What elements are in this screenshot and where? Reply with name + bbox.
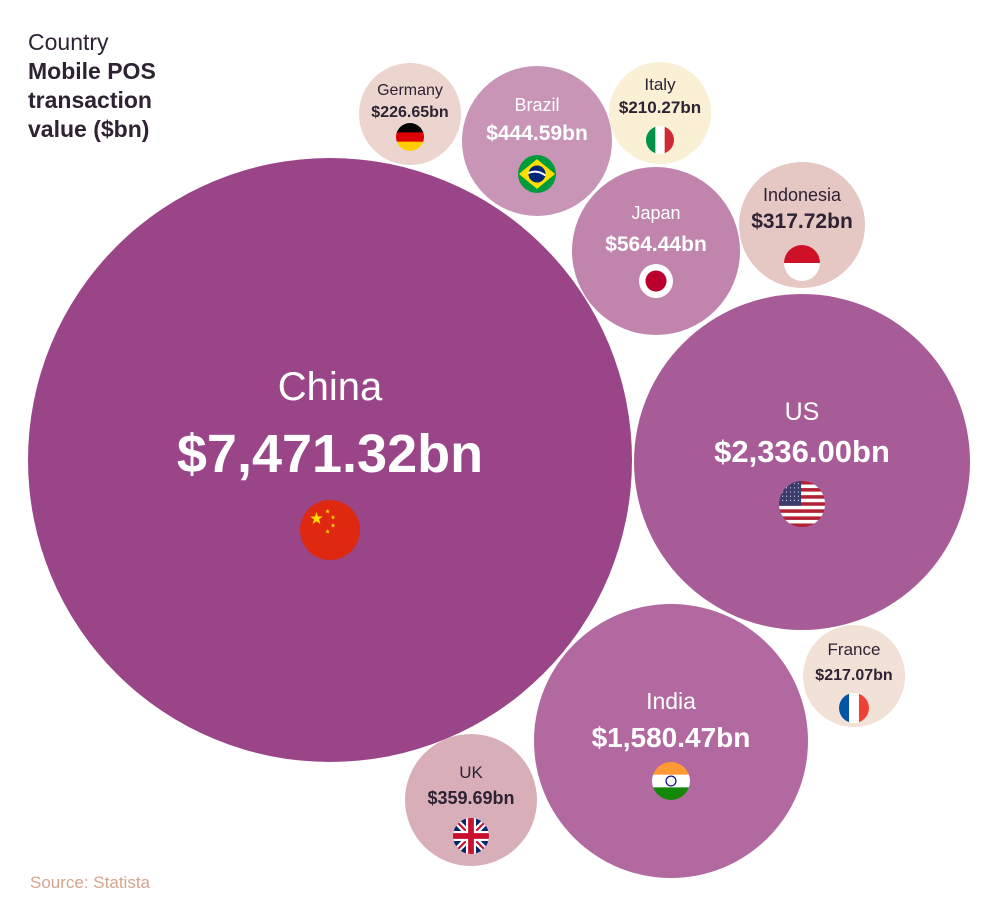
bubble-circle-france	[803, 625, 905, 727]
bubble-china: China $7,471.32bn	[28, 158, 632, 762]
bubble-circle-us	[634, 294, 970, 630]
japan-flag-icon	[639, 264, 673, 298]
bubble-value-china: $7,471.32bn	[177, 424, 483, 484]
bubble-value-uk: $359.69bn	[427, 788, 514, 808]
bubble-india: India $1,580.47bn	[534, 604, 808, 878]
bubble-label-uk: UK	[459, 763, 483, 782]
france-flag-icon	[839, 693, 869, 723]
bubble-value-us: $2,336.00bn	[714, 434, 890, 469]
indonesia-flag-icon	[784, 245, 820, 281]
bubble-label-germany: Germany	[377, 82, 443, 99]
bubble-brazil: Brazil $444.59bn	[462, 66, 612, 216]
bubble-label-indonesia: Indonesia	[763, 185, 842, 205]
bubble-value-germany: $226.65bn	[371, 104, 448, 121]
legend-main-title: Mobile POS transaction value ($bn)	[28, 58, 156, 142]
bubble-label-china: China	[278, 365, 383, 409]
bubble-value-japan: $564.44bn	[605, 233, 707, 256]
bubble-value-india: $1,580.47bn	[592, 722, 751, 753]
italy-flag-icon	[646, 126, 674, 154]
bubble-circle-japan	[572, 167, 740, 335]
bubble-circle-italy	[609, 62, 711, 164]
bubble-label-brazil: Brazil	[514, 95, 559, 115]
germany-flag-icon	[396, 123, 424, 151]
bubble-label-us: US	[785, 398, 820, 426]
legend-subtitle: Country	[28, 29, 109, 55]
legend-title: Country Mobile POS transaction value ($b…	[28, 28, 208, 144]
bubble-uk: UK $359.69bn	[405, 734, 537, 866]
bubble-france: France $217.07bn	[803, 625, 905, 727]
bubble-circle-germany	[359, 63, 461, 165]
bubble-circle-china	[28, 158, 632, 762]
china-flag-icon	[300, 500, 360, 560]
bubble-circle-india	[534, 604, 808, 878]
bubble-value-france: $217.07bn	[815, 667, 892, 684]
bubble-value-brazil: $444.59bn	[486, 122, 588, 145]
bubble-us: US $2,336.00bn	[634, 294, 970, 630]
bubble-circle-brazil	[462, 66, 612, 216]
us-flag-icon	[779, 481, 825, 527]
bubble-italy: Italy $210.27bn	[609, 62, 711, 164]
bubble-label-italy: Italy	[644, 75, 676, 94]
bubble-circle-indonesia	[739, 162, 865, 288]
brazil-flag-icon	[518, 155, 556, 193]
source-note: Source: Statista	[30, 873, 151, 892]
bubble-circle-uk	[405, 734, 537, 866]
bubble-label-japan: Japan	[631, 203, 680, 223]
bubble-label-india: India	[646, 688, 696, 714]
bubble-germany: Germany $226.65bn	[359, 63, 461, 165]
bubble-value-italy: $210.27bn	[619, 98, 701, 117]
bubble-japan: Japan $564.44bn	[572, 167, 740, 335]
india-flag-icon	[652, 762, 690, 800]
bubble-value-indonesia: $317.72bn	[751, 210, 853, 233]
bubble-indonesia: Indonesia $317.72bn	[739, 162, 865, 288]
bubble-label-france: France	[828, 640, 881, 659]
uk-flag-icon	[453, 818, 489, 854]
